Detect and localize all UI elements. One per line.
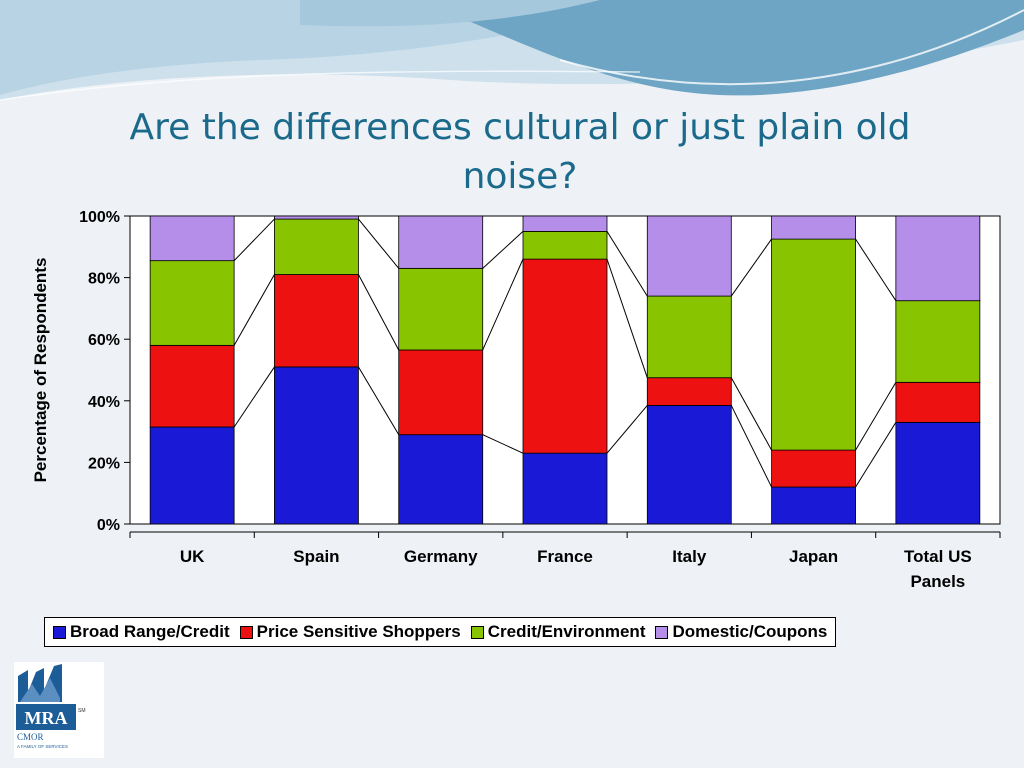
legend-label: Domestic/Coupons — [672, 622, 828, 641]
svg-text:MRA: MRA — [25, 708, 68, 728]
bar-segment — [274, 218, 359, 275]
bar-segment — [522, 258, 608, 454]
series-connector-line — [855, 238, 897, 301]
series-connector-line — [233, 218, 275, 262]
bar-segment — [398, 434, 484, 525]
legend-swatch — [239, 625, 253, 639]
bar-segment — [274, 274, 359, 368]
bar-segment — [398, 215, 484, 269]
chart-legend: Broad Range/Credit Price Sensitive Shoppe… — [44, 617, 837, 647]
series-connector-line — [730, 405, 773, 488]
svg-text:A FAMILY OF SERVICES: A FAMILY OF SERVICES — [17, 744, 68, 749]
bar-segment — [274, 366, 359, 525]
series-connector-line — [855, 382, 897, 451]
bar-segment — [398, 349, 484, 436]
x-tick-label: Germany — [404, 547, 478, 566]
legend-swatch — [470, 625, 484, 639]
legend-label: Price Sensitive Shoppers — [256, 622, 461, 641]
x-tick-label: UK — [180, 547, 205, 566]
legend-label: Credit/Environment — [487, 622, 646, 641]
header-wave-decoration — [0, 0, 1024, 170]
series-connector-line — [482, 434, 524, 454]
y-tick-label: 80% — [88, 271, 120, 288]
legend-label: Broad Range/Credit — [70, 622, 230, 641]
mra-logo: MRA SM CMOR A FAMILY OF SERVICES — [14, 662, 104, 758]
bar-segment — [895, 381, 981, 423]
series-connector-line — [730, 238, 772, 297]
y-axis-label: Percentage of Respondents — [31, 258, 50, 483]
x-tick-label: Spain — [293, 547, 339, 566]
y-tick-label: 60% — [88, 332, 120, 349]
y-tick-label: 100% — [79, 209, 120, 226]
legend-item: Price Sensitive Shoppers — [239, 622, 461, 642]
bar-segment — [771, 215, 856, 240]
legend-item: Credit/Environment — [470, 622, 646, 642]
x-tick-label: Japan — [789, 547, 838, 566]
series-connector-line — [357, 274, 400, 351]
bar-segment — [149, 344, 235, 428]
x-tick-label: France — [537, 547, 593, 566]
series-connector-line — [855, 422, 897, 488]
series-connector-line — [358, 218, 400, 269]
bar-segment — [646, 377, 732, 406]
y-tick-label: 40% — [88, 394, 120, 411]
bar-segment — [398, 267, 484, 351]
y-tick-label: 0% — [97, 517, 120, 534]
bar-segment — [895, 215, 981, 302]
series-connector-line — [482, 258, 524, 351]
series-connector-line — [606, 231, 648, 297]
legend-item: Domestic/Coupons — [655, 622, 827, 642]
bar-segment — [149, 215, 235, 262]
series-connector-line — [606, 405, 648, 454]
bar-segment — [149, 260, 235, 346]
bar-segment — [771, 449, 856, 488]
bar-segment — [895, 300, 981, 383]
x-tick-label: Total US Panels — [904, 547, 972, 591]
bar-segment — [771, 238, 856, 451]
series-connector-line — [233, 366, 275, 428]
legend-item: Broad Range/Credit — [53, 622, 230, 642]
legend-swatch — [53, 625, 66, 639]
x-tick-label: Italy — [672, 547, 707, 566]
bar-segment — [522, 215, 608, 232]
series-connector-line — [482, 231, 524, 269]
bar-segment — [646, 405, 732, 525]
bar-segment — [274, 215, 359, 220]
bar-segment — [522, 452, 608, 525]
bar-segment — [522, 230, 608, 260]
legend-swatch — [655, 625, 669, 639]
series-connector-line — [606, 258, 648, 378]
series-connector-line — [730, 377, 773, 451]
bar-segment — [149, 426, 235, 525]
slide-title: Are the differences cultural or just pla… — [129, 107, 911, 197]
svg-text:CMOR: CMOR — [17, 732, 44, 742]
series-connector-line — [233, 274, 275, 346]
bar-segment — [646, 215, 732, 297]
bar-segment — [646, 295, 732, 379]
bar-segment — [771, 486, 856, 525]
y-tick-label: 20% — [88, 455, 120, 472]
svg-text:SM: SM — [78, 708, 86, 714]
bar-segment — [895, 421, 981, 525]
series-connector-line — [357, 366, 400, 435]
